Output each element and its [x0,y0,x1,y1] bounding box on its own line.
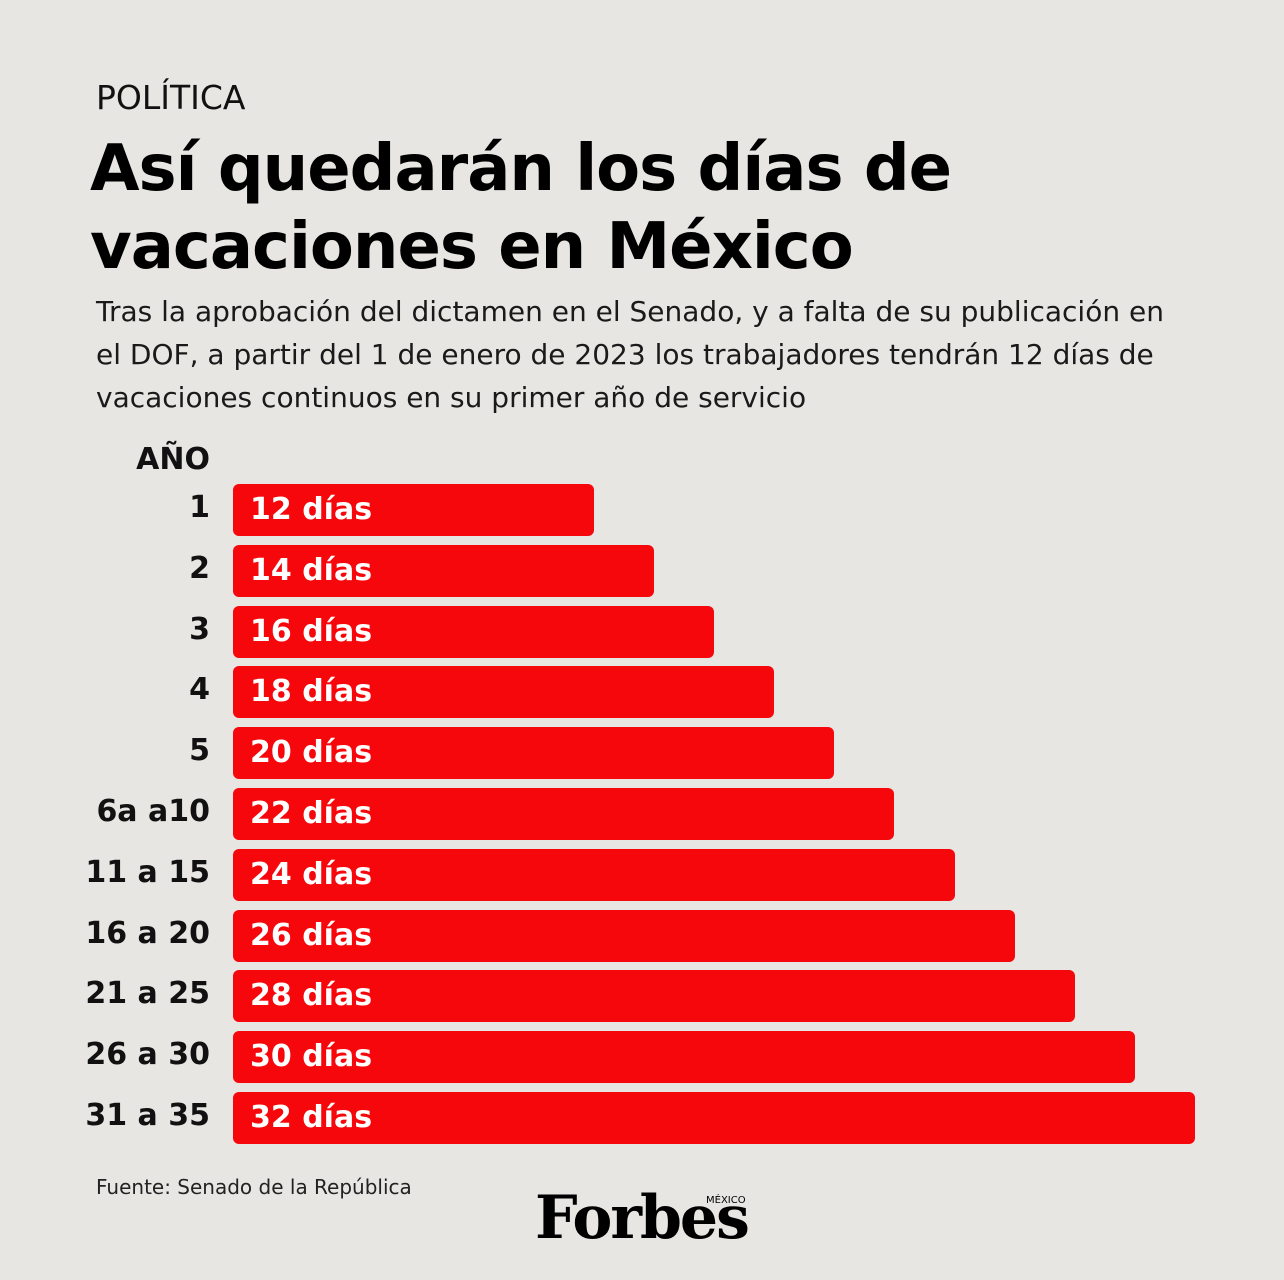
bar [233,909,1015,962]
value-label: 30 días [250,1039,373,1075]
chart-title: Así quedarán los días de vacaciones en M… [90,132,952,284]
bar [233,484,594,536]
value-label: 28 días [250,978,373,1014]
y-tick-label: 5 [189,733,210,769]
bar [233,605,714,658]
y-tick-label: 4 [189,672,210,708]
subtitle: Tras la aprobación del dictamen en el Se… [96,295,1164,414]
bar [233,544,654,597]
y-tick-label: 21 a 25 [85,976,210,1012]
logo-sub: MÉXICO [706,1195,746,1206]
value-label: 18 días [250,674,373,710]
value-label: 16 días [250,613,373,649]
value-label: 26 días [250,917,373,953]
value-label: 24 días [250,856,373,892]
y-tick-label: 2 [189,550,210,586]
y-tick-label: 31 a 35 [85,1098,210,1133]
bar [233,727,835,780]
value-label: 14 días [250,552,373,588]
kicker: POLÍTICA [96,78,246,117]
y-tick-label: 1 [189,490,210,525]
y-tick-label: 11 a 15 [85,854,210,890]
y-tick-label: 6a a10 [96,794,210,829]
bar [233,666,775,719]
value-label: 20 días [250,735,373,771]
y-axis-label: AÑO [136,442,210,477]
value-label: 22 días [250,796,373,831]
value-label: 32 días [250,1100,373,1135]
y-tick-label: 26 a 30 [85,1037,210,1073]
value-label: 12 días [250,492,373,527]
y-tick-label: 3 [189,611,210,647]
bar [233,970,1075,1023]
bar [233,1092,1195,1144]
y-tick-label: 16 a 20 [85,915,210,951]
source: Fuente: Senado de la República [96,1175,412,1199]
bar [233,1031,1135,1084]
bar [233,788,895,840]
logo: Forbes [535,1183,750,1253]
bar [233,848,955,901]
